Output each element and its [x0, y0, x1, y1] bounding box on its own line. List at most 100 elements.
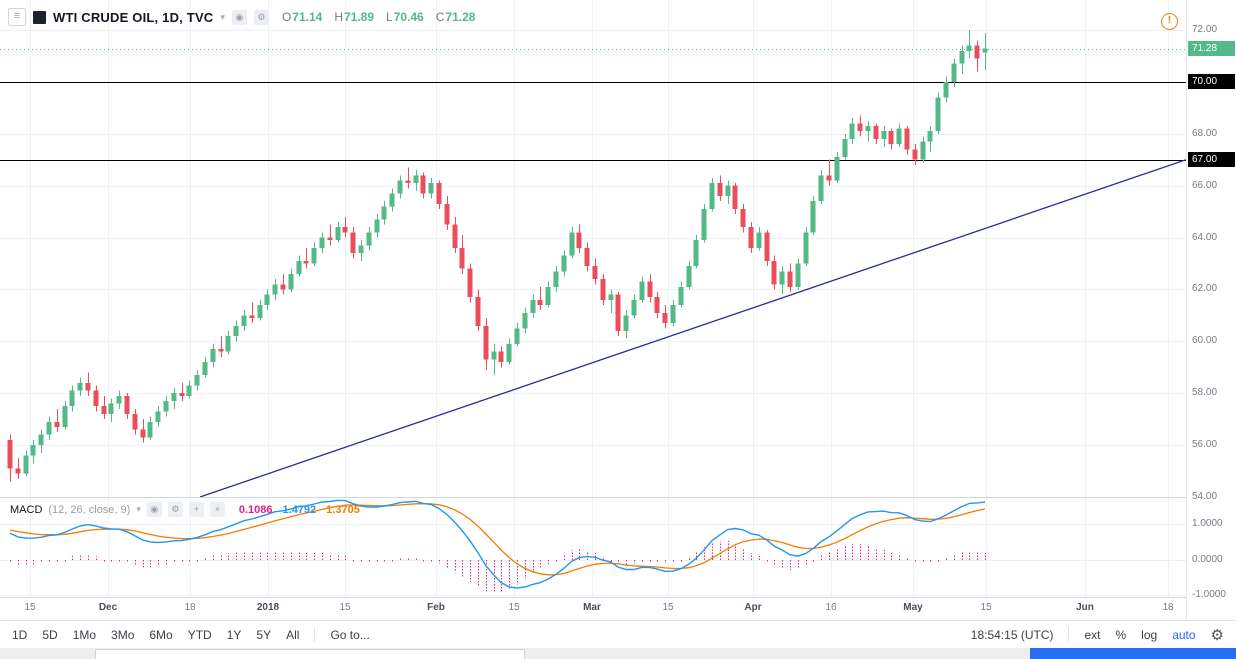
goto-button[interactable]: Go to...	[330, 627, 370, 642]
ohlc-o-value: O71.14	[281, 10, 323, 24]
candle-body	[873, 125, 879, 139]
settings-icon[interactable]: ⚙	[253, 9, 269, 25]
time-tick-label: 18	[1162, 602, 1174, 613]
range-1d-button[interactable]: 1D	[12, 627, 28, 642]
time-axis[interactable]: 15 Dec 18 2018 15 Feb 15 Mar 15 Apr 16 May 15 Jun 18	[0, 598, 1186, 620]
candle-body	[818, 175, 824, 202]
indicator-name[interactable]: MACD	[10, 503, 43, 516]
price-level-tag: 70.00	[1188, 73, 1235, 89]
candle-body	[592, 266, 598, 280]
time-tick-label: 2018	[256, 602, 280, 613]
candle-body	[693, 240, 699, 267]
settings-icon[interactable]: ⚙	[167, 502, 183, 517]
candle-body	[335, 227, 341, 241]
candle-body	[506, 343, 512, 363]
candle-body	[584, 247, 590, 267]
toolbar-divider	[314, 627, 316, 642]
candle-body	[623, 315, 629, 331]
candle-body	[272, 284, 278, 295]
candle-body	[319, 237, 325, 248]
range-1y-button[interactable]: 1Y	[226, 627, 242, 642]
candle-body	[896, 128, 902, 145]
range-6mo-button[interactable]: 6Mo	[149, 627, 173, 642]
scale-log-button[interactable]: log	[1141, 627, 1158, 642]
last-price-tag: 71.28	[1188, 40, 1235, 56]
macd-signal-value: 1.3705	[326, 503, 360, 516]
bottom-toolbar: 1D 5D 1Mo 3Mo 6Mo YTD 1Y 5Y All Go to... 18:54:1…	[0, 620, 1236, 648]
ohlc-l-value: L70.46	[386, 10, 424, 24]
time-tick-label: 15	[24, 602, 36, 613]
price-tick-label: 60.00	[1192, 335, 1218, 347]
candle-body	[959, 50, 965, 64]
range-1mo-button[interactable]: 1Mo	[72, 627, 97, 642]
range-3mo-button[interactable]: 3Mo	[111, 627, 135, 642]
candle-body	[15, 468, 21, 474]
ohlc-readout: O71.14 H71.89 L70.46 C71.28	[282, 10, 476, 24]
time-tick-label: Apr	[744, 602, 762, 613]
candle-body	[974, 45, 980, 59]
scale-ext-button[interactable]: ext	[1084, 627, 1101, 642]
candle-body	[38, 434, 44, 446]
gear-icon[interactable]: ⚙	[1210, 626, 1224, 644]
range-all-button[interactable]: All	[286, 627, 300, 642]
range-5y-button[interactable]: 5Y	[256, 627, 272, 642]
add-icon[interactable]: +	[188, 502, 204, 517]
eye-icon[interactable]: ◉	[146, 502, 162, 517]
price-axis[interactable]: 72.00 70.00 68.00 66.00 64.00 62.00 60.00 58.00…	[1186, 0, 1236, 620]
eye-icon[interactable]: ◉	[231, 9, 247, 25]
time-tick-label: 16	[825, 602, 837, 613]
symbol-header: ≡ WTI CRUDE OIL, 1D, TVC ▾ ◉ ⚙ O71.14 H71…	[8, 8, 475, 26]
candle-body	[241, 315, 247, 326]
candle-body	[483, 325, 489, 360]
range-5d-button[interactable]: 5D	[42, 627, 58, 642]
macd-tick-label: 0.0000	[1192, 554, 1223, 565]
candle-body	[600, 279, 606, 300]
price-tick-label: 68.00	[1192, 127, 1218, 139]
candle-body	[608, 294, 614, 300]
candle-body	[124, 395, 130, 414]
candle-body	[662, 312, 668, 324]
time-tick-label: May	[903, 602, 923, 613]
close-icon[interactable]: ×	[209, 502, 225, 517]
candle-body	[764, 232, 770, 261]
range-ytd-button[interactable]: YTD	[187, 627, 212, 642]
time-tick-label: 18	[184, 602, 196, 613]
candle-body	[709, 183, 715, 210]
time-tick-label: Dec	[98, 602, 118, 613]
price-tick-label: 62.00	[1192, 283, 1218, 295]
candle-body	[85, 382, 91, 391]
toolbar-divider	[1068, 627, 1070, 642]
chart-canvas[interactable]	[0, 0, 1186, 598]
cutoff-panel	[95, 649, 525, 659]
clock-label[interactable]: 18:54:15 (UTC)	[970, 627, 1054, 642]
auto-scale-button[interactable]: auto	[1172, 627, 1196, 642]
symbol-title[interactable]: WTI CRUDE OIL, 1D, TVC	[53, 9, 214, 25]
scale-percent-button[interactable]: %	[1115, 627, 1127, 642]
candle-body	[647, 281, 653, 298]
candle-body	[732, 185, 738, 210]
delayed-data-icon[interactable]: !	[1161, 13, 1178, 30]
candle-body	[787, 271, 793, 287]
candle-body	[537, 299, 543, 306]
candle-body	[756, 232, 762, 248]
candle-body	[218, 349, 224, 352]
candle-body	[670, 305, 676, 324]
chevron-down-icon[interactable]: ▾	[136, 504, 141, 514]
candle-body	[904, 128, 910, 150]
candle-body	[202, 362, 208, 376]
time-tick-label: 15	[339, 602, 351, 613]
price-tick-label: 54.00	[1192, 491, 1218, 502]
chevron-down-icon[interactable]: ▾	[220, 11, 225, 22]
candle-body	[569, 232, 575, 256]
candle-body	[257, 305, 263, 318]
candle-body	[311, 247, 317, 264]
panes-menu-icon[interactable]: ≡	[8, 8, 26, 26]
candle-body	[951, 63, 957, 82]
candle-body	[303, 260, 309, 264]
candle-body	[249, 315, 255, 318]
candle-body	[522, 312, 528, 329]
candle-body	[374, 219, 380, 233]
candle-body	[740, 209, 746, 228]
candle-body	[475, 297, 481, 326]
